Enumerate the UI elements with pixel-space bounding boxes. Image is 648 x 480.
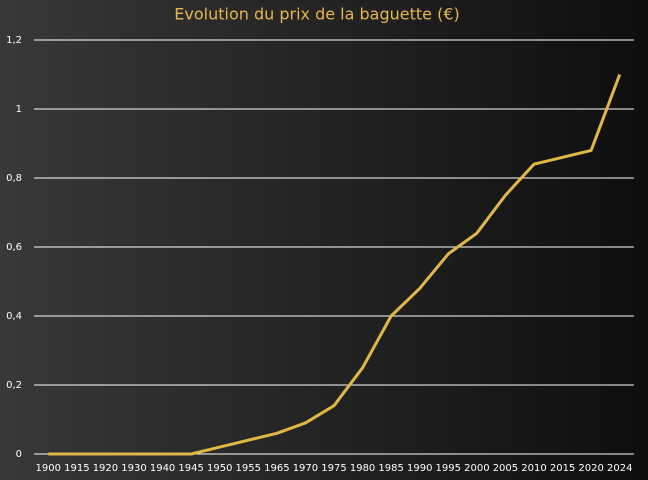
y-tick-label: 0,6 — [6, 242, 22, 253]
line — [48, 73, 622, 456]
x-tick-label: 1900 — [36, 463, 61, 474]
y-tick-label: 0 — [16, 449, 22, 460]
x-tick-label: 1965 — [264, 463, 289, 474]
y-tick-label: 1,2 — [6, 35, 22, 46]
x-tick-label: 2015 — [550, 463, 575, 474]
x-tick-label: 1915 — [64, 463, 89, 474]
x-tick-label: 1945 — [178, 463, 203, 474]
x-tick-label: 1975 — [321, 463, 346, 474]
y-tick-label: 0,4 — [6, 311, 22, 322]
x-tick-label: 1970 — [293, 463, 318, 474]
x-tick-label: 1980 — [350, 463, 375, 474]
x-tick-label: 2020 — [578, 463, 603, 474]
x-tick-label: 1930 — [121, 463, 146, 474]
x-tick-label: 1920 — [93, 463, 118, 474]
x-tick-label: 2024 — [607, 463, 632, 474]
x-tick-label: 2000 — [464, 463, 489, 474]
x-tick-label: 1985 — [378, 463, 403, 474]
x-tick-label: 1940 — [150, 463, 175, 474]
x-tick-label: 2010 — [521, 463, 546, 474]
x-tick-label: 1955 — [236, 463, 261, 474]
x-tick-label: 1950 — [207, 463, 232, 474]
chart-title: Evolution du prix de la baguette (€) — [174, 5, 459, 24]
x-tick-label: 2005 — [493, 463, 518, 474]
x-tick-label: 1990 — [407, 463, 432, 474]
y-tick-label: 1 — [16, 104, 22, 115]
x-tick-label: 1995 — [436, 463, 461, 474]
y-tick-label: 0,2 — [6, 380, 22, 391]
y-tick-label: 0,8 — [6, 173, 22, 184]
